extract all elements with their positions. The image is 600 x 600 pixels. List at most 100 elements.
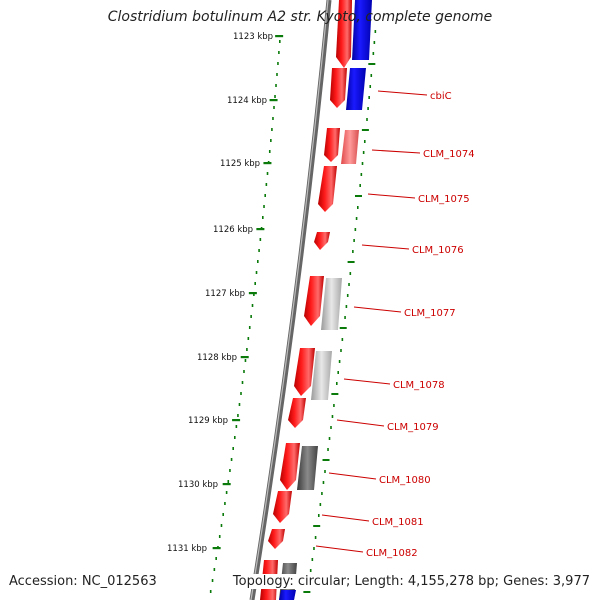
gene-arrow-feature (297, 446, 318, 490)
gene-arrow-forward (336, 0, 352, 68)
gene-label: cbiC (430, 91, 452, 102)
outer-track-dash (354, 195, 362, 197)
gene-arrow-forward (273, 491, 292, 523)
gene-arrow-feature (311, 351, 332, 400)
gene-leader-line (361, 244, 410, 250)
gene-arrow-reverse (352, 0, 372, 60)
ruler-dot (277, 62, 279, 65)
ruler-tick-label: 1129 kbp (188, 416, 228, 426)
ruler-tick (263, 162, 272, 165)
ruler-dot (248, 326, 251, 329)
ruler-tick (269, 99, 278, 102)
gene-arrow-forward (330, 68, 347, 108)
outer-track-dot (322, 481, 325, 484)
ruler-dot (230, 458, 233, 461)
gene-arrow-forward (314, 232, 330, 250)
ruler-dot (274, 95, 276, 98)
ruler-dot (224, 502, 226, 505)
ruler-dot (266, 172, 269, 175)
ruler-dot (259, 238, 262, 241)
ruler-dot (244, 359, 247, 362)
gene-label: CLM_1075 (418, 194, 470, 205)
outer-track-dot (359, 184, 361, 187)
outer-track-dot (324, 470, 326, 473)
gene-label: CLM_1080 (379, 475, 431, 486)
outer-track-dot (355, 217, 358, 220)
ruler-tick (248, 292, 257, 295)
outer-track-dash (303, 591, 311, 593)
outer-track-dot (354, 228, 357, 231)
gene-arrow-forward (294, 348, 315, 396)
ruler-tick-label: 1131 kbp (167, 544, 207, 554)
ruler-dot (268, 150, 271, 153)
gene-arrow-forward (304, 276, 324, 326)
outer-track-dot (341, 338, 344, 341)
gene-label: CLM_1076 (412, 245, 464, 256)
outer-track-dot (314, 536, 317, 539)
ruler-track (209, 35, 284, 593)
ruler-tick (240, 356, 249, 359)
ruler-dot (220, 524, 223, 527)
accession-text: Accession: NC_012563 (9, 574, 157, 589)
outer-track-dash (331, 393, 339, 395)
ruler-dot (278, 51, 280, 54)
gene-label: CLM_1082 (366, 548, 418, 559)
ruler-tick-label: 1130 kbp (178, 480, 218, 490)
outer-track-dot (309, 569, 312, 572)
outer-track-dot (370, 74, 373, 77)
outer-track-dash (322, 459, 330, 461)
outer-track-dot (352, 250, 354, 253)
ruler-dot (243, 370, 245, 373)
ruler-dot (240, 392, 242, 395)
ruler-dot (264, 194, 266, 197)
ruler-dot (246, 348, 248, 351)
outer-track-dash (313, 525, 321, 527)
outer-track-dot (330, 426, 332, 429)
ruler-dot (238, 403, 241, 406)
outer-track-dot (319, 503, 322, 506)
ruler-dot (263, 205, 265, 208)
gene-arrow-forward (318, 166, 337, 212)
gene-label: CLM_1079 (387, 422, 439, 433)
ruler-dot (273, 106, 275, 109)
gene-leader-line (321, 514, 370, 522)
outer-dotted-track (303, 30, 377, 593)
gene-label: CLM_1077 (404, 308, 456, 319)
genome-summary-text: Topology: circular; Length: 4,155,278 bp… (232, 574, 590, 589)
gene-leader-line (343, 378, 391, 385)
backbone (249, 0, 332, 600)
ruler-dot (211, 579, 214, 582)
ruler-dot (275, 84, 277, 87)
gene-leader-line (315, 545, 364, 553)
outer-track-dot (344, 316, 346, 319)
ruler-tick-label: 1125 kbp (220, 159, 260, 169)
gene-leader-line (353, 306, 402, 313)
ruler-dot (279, 40, 281, 43)
ruler-dot (276, 73, 278, 76)
outer-track-dot (321, 492, 323, 495)
ruler-dot (254, 282, 256, 285)
outer-track-dot (327, 448, 329, 451)
outer-track-dot (374, 30, 377, 33)
ruler-dot (237, 414, 239, 417)
outer-track-dot (335, 382, 338, 385)
ruler-tick-label: 1124 kbp (227, 96, 267, 106)
ruler-tick (275, 35, 284, 38)
gene-arrow-feature (341, 130, 359, 164)
ruler-dot (270, 139, 272, 142)
outer-track-dot (353, 239, 355, 242)
ruler-dot (271, 128, 273, 131)
ruler-tick (232, 419, 241, 422)
ruler-dot (257, 260, 259, 263)
gene-arrow-reverse (279, 590, 296, 600)
outer-track-dot (328, 437, 331, 440)
outer-track-dash (347, 261, 355, 263)
gene-leader-line (367, 193, 416, 199)
outer-track-dot (369, 85, 372, 88)
outer-track-dot (337, 371, 339, 374)
gene-leader-line (371, 149, 421, 154)
ruler-dot (227, 480, 230, 483)
gene-arrow-forward (324, 128, 340, 162)
outer-track-dot (313, 547, 315, 550)
ruler-dot (262, 216, 264, 219)
